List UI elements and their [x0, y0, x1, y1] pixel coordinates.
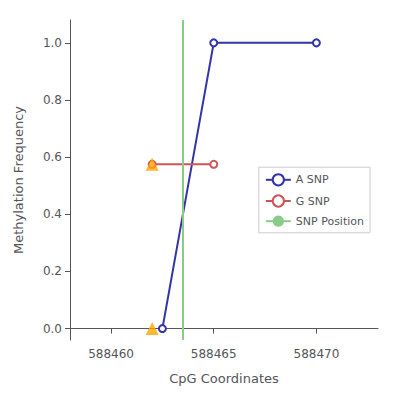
svg-text:G SNP: G SNP: [296, 195, 330, 208]
svg-text:CpG Coordinates: CpG Coordinates: [169, 371, 279, 386]
svg-text:Methylation Frequency: Methylation Frequency: [11, 106, 26, 254]
svg-text:0.0: 0.0: [43, 322, 62, 336]
svg-text:588470: 588470: [293, 347, 339, 361]
svg-text:588465: 588465: [191, 347, 237, 361]
svg-text:0.2: 0.2: [43, 264, 62, 278]
svg-text:0.4: 0.4: [43, 207, 62, 221]
svg-text:588460: 588460: [88, 347, 134, 361]
svg-text:1.0: 1.0: [43, 36, 62, 50]
svg-text:A SNP: A SNP: [296, 173, 329, 186]
svg-text:0.6: 0.6: [43, 150, 62, 164]
svg-text:0.8: 0.8: [43, 93, 62, 107]
svg-text:SNP Position: SNP Position: [296, 215, 364, 228]
